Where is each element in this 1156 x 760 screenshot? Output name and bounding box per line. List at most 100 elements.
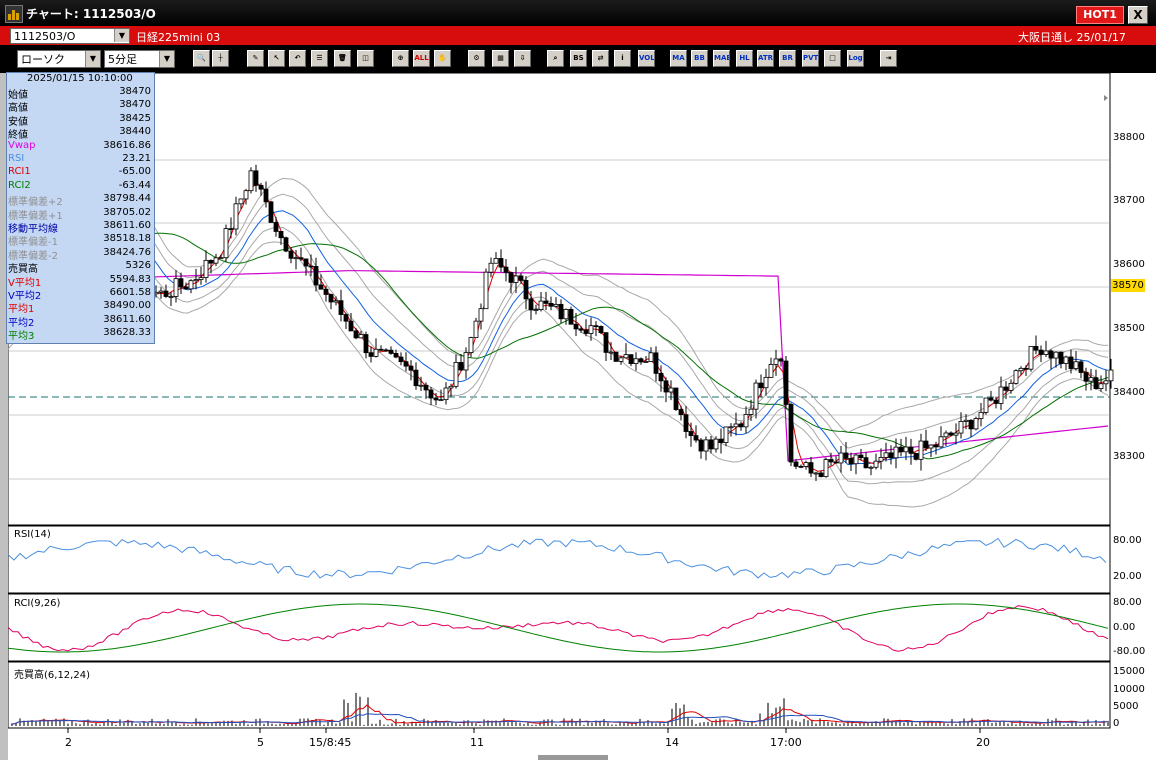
volume-bar (987, 719, 989, 726)
toolbar-pencil-button[interactable]: ✎ (247, 50, 264, 67)
toolbar-find-button[interactable]: ⌕ (547, 50, 564, 67)
volume-bar (339, 722, 341, 726)
volume-bar (431, 721, 433, 726)
toolbar-fx-button[interactable]: ⚙ (468, 50, 485, 67)
candle-body (718, 438, 724, 443)
candle-body (903, 446, 909, 453)
volume-bar (859, 722, 861, 726)
candle-body (318, 284, 324, 290)
candle-body (1068, 356, 1074, 369)
chart-type-select[interactable]: ローソク ▼ (17, 50, 101, 68)
info-value: 38798.44 (103, 193, 151, 205)
toolbar-grad-button[interactable]: ▦ (492, 50, 509, 67)
candle-body (758, 382, 764, 389)
volume-bar (267, 721, 269, 726)
volume-bar (291, 723, 293, 726)
toolbar-mae-button[interactable]: MAE (713, 50, 730, 67)
chevron-down-icon[interactable]: ▼ (85, 51, 100, 67)
candle-body (258, 184, 264, 190)
toolbar-atr-button[interactable]: ATR (757, 50, 774, 67)
volume-bar (559, 724, 561, 726)
candle-body (608, 351, 614, 354)
window-title: チャート: 1112503/O (26, 7, 156, 21)
toolbar-download-button[interactable]: ⇩ (514, 50, 531, 67)
volume-bar (155, 723, 157, 726)
toolbar-zoom-button[interactable]: ⊕ (392, 50, 409, 67)
volume-bar (719, 718, 721, 726)
bollinger-band-line (8, 160, 1109, 449)
toolbar-exit-button[interactable]: ⇥ (880, 50, 897, 67)
candle-body (268, 201, 274, 223)
volume-bar (295, 723, 297, 726)
volume-bar (183, 723, 185, 726)
time-tick-label: 11 (470, 736, 484, 749)
toolbar-br-button[interactable]: BR (779, 50, 796, 67)
info-panel: 2025/01/15 10:10:00 始値 38470 高値 38470 安値 3842… (6, 72, 155, 344)
toolbar-box-button[interactable]: □ (824, 50, 841, 67)
period-select[interactable]: 5分足 ▼ (104, 50, 175, 68)
symbol-select[interactable]: 1112503/O ▼ (10, 28, 130, 44)
toolbar-log-button[interactable]: Log (847, 50, 864, 67)
candle-body (188, 280, 194, 290)
volume-bar (359, 696, 361, 726)
toolbar-bs-button[interactable]: BS (570, 50, 587, 67)
candle-body (403, 361, 409, 367)
candle-body (308, 265, 314, 268)
candle-body (478, 308, 484, 322)
info-value: -65.00 (118, 166, 151, 178)
toolbar-arrows-button[interactable]: ⇄ (592, 50, 609, 67)
price-tick-label: 38400 (1113, 387, 1145, 398)
toolbar-search-button[interactable]: 🔍 (193, 50, 210, 67)
volume-bar (51, 721, 53, 726)
volume-bar (555, 724, 557, 726)
chart-area[interactable] (8, 73, 1156, 760)
chevron-down-icon[interactable]: ▼ (114, 29, 129, 42)
toolbar-draw-button[interactable]: ┼ (212, 50, 229, 67)
price-tick-label: 38800 (1113, 132, 1145, 143)
volume-bar (631, 723, 633, 726)
volume-bar (727, 722, 729, 726)
toolbar-vol-button[interactable]: VOL (638, 50, 655, 67)
volume-bar (83, 720, 85, 726)
volume-bar (583, 724, 585, 726)
candle-body (283, 237, 289, 252)
candle-body (888, 452, 894, 459)
volume-bar (243, 720, 245, 726)
volume-bar (1099, 724, 1101, 726)
volume-bar (579, 718, 581, 726)
candle-body (808, 462, 814, 474)
toolbar-cursor-button[interactable]: ↖ (268, 50, 285, 67)
volume-bar (171, 722, 173, 726)
hot-button[interactable]: HOT1 (1076, 6, 1124, 24)
candle-body (428, 389, 434, 399)
chevron-down-icon[interactable]: ▼ (159, 51, 174, 67)
info-label: RSI (8, 153, 25, 164)
volume-bar (659, 722, 661, 726)
candle-body (218, 257, 224, 260)
toolbar-list-button[interactable]: ☰ (311, 50, 328, 67)
candle-body (723, 426, 729, 443)
toolbar-bb-button[interactable]: BB (691, 50, 708, 67)
candle-body (933, 444, 939, 448)
toolbar-info-button[interactable]: i (614, 50, 631, 67)
toolbar-hl-button[interactable]: HL (736, 50, 753, 67)
volume-bar (691, 719, 693, 726)
volume-bar (759, 713, 761, 726)
volume-bar (679, 708, 681, 726)
chart-svg[interactable] (8, 73, 1156, 760)
toolbar-all-button[interactable]: ALL (413, 50, 430, 67)
rsi-panel-title: RSI(14) (14, 529, 51, 540)
toolbar-ma-button[interactable]: MA (670, 50, 687, 67)
volume-bar (235, 724, 237, 726)
toolbar-trash-button[interactable]: 🗑 (334, 50, 351, 67)
candle-body (883, 452, 889, 458)
toolbar-undo-button[interactable]: ↶ (289, 50, 306, 67)
toolbar-fit-button[interactable]: ◫ (357, 50, 374, 67)
volume-bar (275, 724, 277, 726)
candle-body (238, 198, 244, 205)
close-button[interactable]: X (1128, 6, 1148, 24)
toolbar-hand-button[interactable]: ✋ (434, 50, 451, 67)
volume-bar (283, 723, 285, 726)
volume-bar (323, 724, 325, 726)
toolbar-pvt-button[interactable]: PVT (802, 50, 819, 67)
